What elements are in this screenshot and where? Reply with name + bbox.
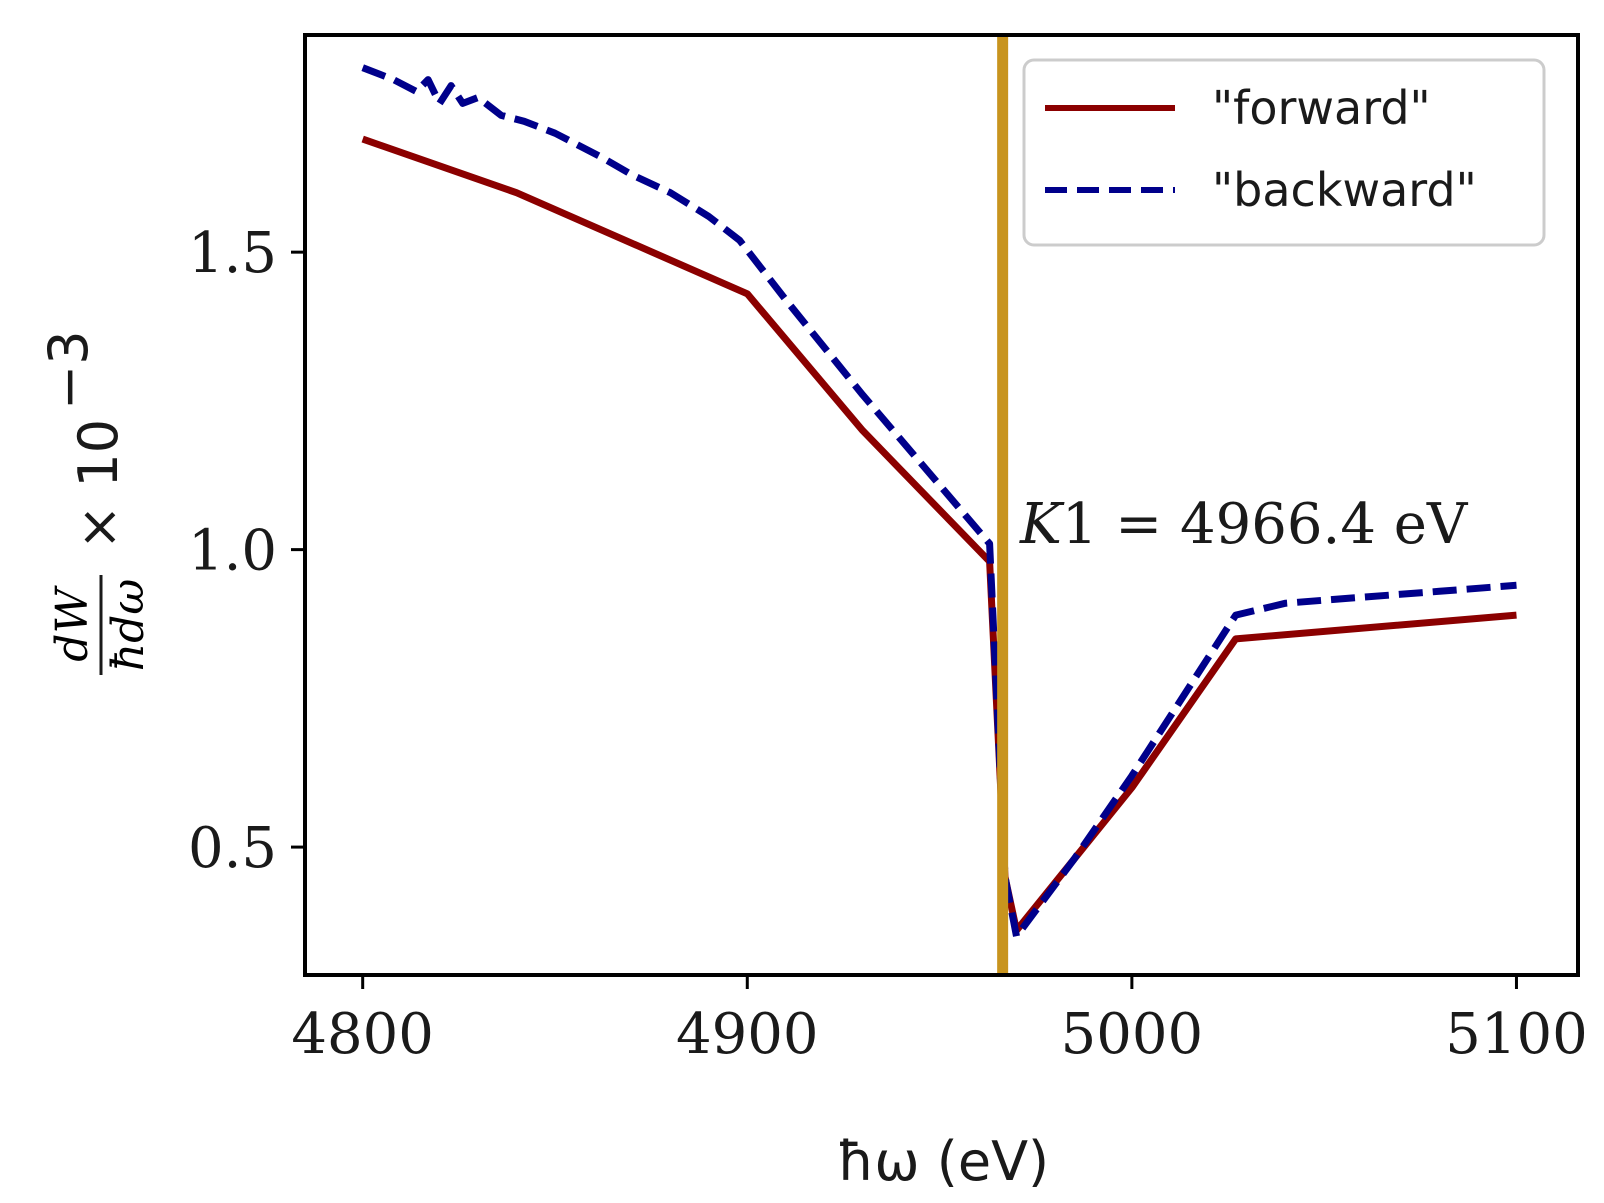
plot-layer: [361, 35, 1517, 975]
y-label-exponent: −3: [37, 330, 100, 410]
x-axis-ticks: 4800 4900 5000 5100: [291, 975, 1588, 1067]
x-tick-label: 4900: [676, 1002, 819, 1067]
annotation-k1-var: K: [1019, 492, 1065, 557]
legend-label-backward: "backward": [1212, 163, 1477, 217]
x-tick-label: 4800: [291, 1002, 434, 1067]
annotation-k1: K1 = 4966.4 eV: [1019, 492, 1469, 557]
x-axis-label: ħω (eV): [837, 1130, 1049, 1193]
plot-frame: [303, 33, 1580, 977]
x-tick-label: 5000: [1061, 1002, 1204, 1067]
y-axis-label: dW ħdω × 10 −3: [37, 330, 154, 675]
series-line-backward: [361, 64, 1517, 940]
legend-label-forward: "forward": [1212, 81, 1431, 135]
y-label-denominator: ħdω: [103, 579, 154, 671]
y-tick-label: 1.0: [188, 519, 277, 584]
y-label-multiplier: × 10: [67, 419, 130, 550]
y-tick-label: 0.5: [188, 816, 277, 881]
legend: "forward" "backward": [1022, 58, 1546, 247]
y-tick-label: 1.5: [188, 221, 277, 286]
y-axis-ticks: 0.5 1.0 1.5: [188, 221, 305, 881]
y-label-numerator: dW: [47, 585, 98, 662]
annotation-k1-text: 1 = 4966.4 eV: [1062, 492, 1469, 557]
x-tick-label: 5100: [1445, 1002, 1588, 1067]
